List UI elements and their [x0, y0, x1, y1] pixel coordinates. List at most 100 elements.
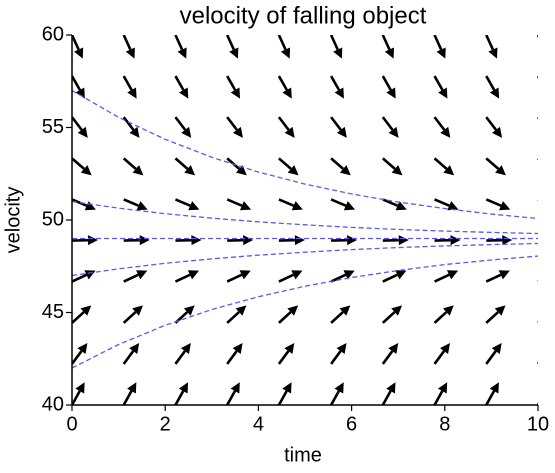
arrow-head [550, 270, 555, 279]
arrow [226, 270, 251, 283]
arrow [72, 235, 98, 246]
arrow [72, 382, 85, 405]
arrow [433, 270, 459, 283]
arrow [434, 235, 461, 246]
arrow [485, 270, 510, 283]
arrow-shaft [381, 35, 391, 51]
arrow-shaft [174, 390, 185, 405]
arrow-head [391, 165, 403, 176]
arrow [277, 75, 292, 99]
arrow-head [77, 343, 88, 355]
arrow-shaft [381, 75, 392, 91]
arrow-shaft [174, 273, 191, 283]
arrow-head [180, 343, 191, 355]
arrow-head [230, 87, 241, 99]
arrow [381, 382, 396, 405]
arrow-head [177, 47, 187, 59]
arrow-shaft [278, 157, 292, 170]
arrow-head [191, 235, 202, 246]
arrow-shaft [277, 116, 290, 131]
arrow-head [235, 305, 247, 316]
arrow-shaft [485, 75, 496, 91]
arrow-head [187, 270, 200, 280]
arrow [174, 35, 187, 59]
arrow-head [84, 201, 96, 211]
arrow [174, 157, 196, 176]
arrow-head [339, 165, 351, 176]
arrow-head [542, 87, 551, 98]
arrow [174, 198, 200, 211]
arrow-shaft [381, 157, 396, 170]
arrow-head [284, 126, 295, 138]
arrow [485, 305, 506, 324]
arrow [536, 76, 551, 98]
arrow [433, 75, 448, 99]
arrow-shaft [536, 117, 538, 120]
arrow-shaft [485, 311, 499, 324]
arrow [277, 382, 292, 405]
arrow-shaft [72, 311, 85, 324]
arrow-shaft [536, 35, 538, 39]
arrow-shaft [226, 273, 243, 283]
arrow-shaft [330, 157, 345, 170]
arrow [536, 361, 538, 364]
arrow [278, 235, 305, 246]
arrow-shaft [485, 116, 498, 131]
arrow-head [502, 235, 513, 246]
arrow [330, 116, 347, 138]
x-tick-label: 2 [160, 413, 171, 435]
arrow-shaft [485, 350, 497, 365]
y-tick-label: 55 [42, 116, 64, 138]
arrow [329, 35, 343, 59]
arrow-head [446, 270, 459, 280]
arrow [381, 343, 399, 365]
arrow [226, 198, 252, 211]
arrow [278, 198, 303, 211]
arrow-head [346, 235, 358, 246]
arrow-shaft [381, 390, 392, 405]
arrow-shaft [72, 390, 81, 405]
arrow [329, 75, 344, 99]
arrow-shaft [174, 75, 185, 91]
arrow [433, 343, 450, 365]
arrow [485, 343, 502, 365]
arrow-shaft [72, 273, 88, 283]
arrow-shaft [330, 350, 342, 365]
arrow [72, 75, 85, 99]
arrow-head [440, 343, 450, 355]
chart-title: velocity of falling object [180, 2, 427, 29]
arrow-head [184, 165, 196, 176]
arrow-head [127, 382, 137, 394]
arrow [381, 75, 396, 99]
x-tick-label: 6 [346, 413, 357, 435]
arrow-head [495, 165, 506, 176]
arrow [277, 116, 295, 138]
arrow [381, 35, 394, 59]
arrow-head [188, 201, 200, 211]
arrow [382, 198, 407, 211]
arrow [227, 235, 254, 246]
arrow [537, 321, 538, 323]
arrow-shaft [226, 311, 240, 324]
arrow [536, 117, 538, 120]
arrow-shaft [433, 75, 444, 91]
arrow [330, 305, 351, 324]
arrow [537, 270, 555, 282]
arrow-shaft [174, 198, 191, 207]
arrow-head [333, 47, 343, 59]
arrow-head [139, 235, 150, 246]
arrow [174, 343, 191, 365]
arrow [330, 343, 347, 365]
arrow-head [132, 165, 144, 176]
arrow-head [336, 126, 347, 138]
arrow [433, 382, 448, 405]
arrow-shaft [226, 75, 237, 91]
arrow [122, 305, 143, 324]
arrow-shaft [277, 35, 287, 51]
arrow-head [334, 382, 344, 394]
arrow [174, 75, 189, 99]
arrow [536, 402, 538, 405]
arrow-head [388, 126, 399, 138]
arrow-head [494, 305, 506, 316]
arrow-shaft [433, 390, 444, 405]
